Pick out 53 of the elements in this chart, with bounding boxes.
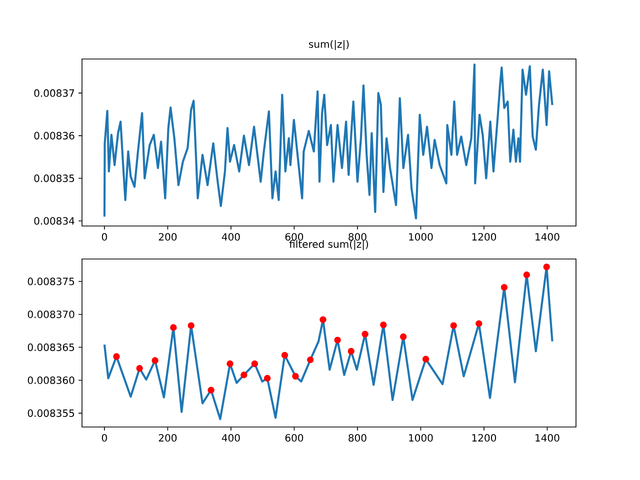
y-tick-label: 0.008375 — [28, 278, 74, 286]
y-tick-label: 0.00834 — [34, 217, 74, 225]
point — [307, 356, 314, 364]
point — [113, 353, 120, 360]
x-tick-label: 1200 — [472, 434, 496, 442]
y-tick-label: 0.00837 — [34, 89, 74, 97]
point — [188, 322, 194, 329]
point — [348, 348, 354, 355]
point — [152, 357, 158, 364]
point — [400, 333, 407, 340]
point — [500, 284, 508, 291]
point — [240, 372, 248, 378]
y-tick-label: 0.008360 — [28, 376, 74, 384]
point — [523, 271, 530, 278]
point — [264, 374, 271, 382]
x-tick-label: 1400 — [536, 434, 560, 442]
y-tick-label: 0.00836 — [34, 132, 74, 140]
chart-title: sum(|z|) — [309, 40, 349, 50]
x-tick-label: 1000 — [409, 434, 433, 442]
point — [136, 365, 143, 372]
point — [226, 360, 234, 368]
x-tick-label: 400 — [222, 233, 240, 241]
x-tick-label: 0 — [102, 434, 107, 442]
y-tick-label: 0.008365 — [28, 344, 74, 352]
x-tick-label: 1200 — [472, 233, 496, 241]
x-tick-label: 200 — [158, 233, 177, 241]
point — [334, 336, 341, 344]
point — [362, 330, 368, 338]
point — [251, 360, 258, 368]
point — [450, 322, 457, 329]
y-tick-label: 0.008370 — [28, 310, 74, 318]
point — [208, 386, 214, 394]
x-tick-label: 1400 — [536, 233, 560, 241]
chart-title: filtered sum(|z|) — [289, 240, 368, 250]
y-tick-label: 0.008355 — [28, 409, 74, 417]
point — [380, 322, 387, 328]
x-tick-label: 0 — [102, 233, 107, 241]
point — [422, 356, 430, 362]
x-tick-label: 600 — [285, 233, 304, 241]
x-tick-label: 1000 — [409, 233, 433, 241]
line-series — [103, 63, 554, 220]
y-tick-label: 0.00835 — [34, 174, 74, 182]
point — [543, 264, 550, 270]
x-tick-label: 800 — [348, 233, 366, 241]
point — [170, 324, 177, 331]
x-tick-label: 800 — [348, 434, 366, 442]
point — [320, 316, 326, 323]
point — [281, 352, 288, 359]
point — [476, 320, 482, 327]
x-tick-label: 600 — [285, 434, 304, 442]
x-tick-label: 200 — [158, 434, 177, 442]
x-tick-label: 400 — [222, 434, 240, 442]
point — [292, 372, 299, 380]
